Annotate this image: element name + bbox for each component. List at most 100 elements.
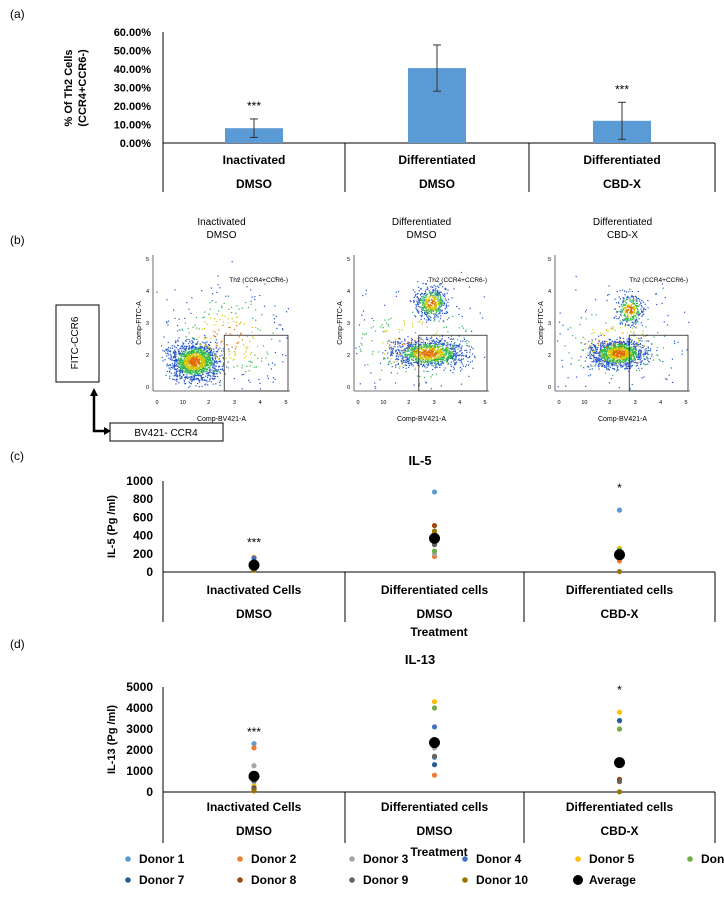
flow-event [442, 357, 444, 359]
flow-event [188, 352, 190, 354]
flow-event [395, 295, 397, 297]
flow-event [204, 351, 206, 353]
flow-event [631, 318, 633, 321]
flow-event [424, 359, 426, 362]
flow-event [626, 358, 628, 360]
flow-event [651, 353, 653, 355]
flow-event [397, 290, 400, 293]
flow-event [603, 347, 606, 350]
flow-event [624, 364, 627, 366]
flow-event [193, 365, 195, 368]
flow-event [185, 369, 187, 371]
flow-event [427, 338, 429, 340]
flow-event [401, 358, 404, 360]
flow-event [425, 307, 427, 309]
flow-event [200, 354, 202, 357]
flow-event [181, 371, 183, 374]
flow-event [431, 292, 433, 294]
flow-event [207, 364, 209, 367]
flow-event [622, 356, 625, 359]
flow-ytick-label: 3 [347, 321, 350, 327]
flow-event [646, 352, 648, 355]
flow-event [649, 358, 651, 360]
flow-event [202, 363, 204, 365]
flow-event [174, 289, 176, 291]
flow-event [417, 348, 419, 351]
flow-event [196, 378, 198, 380]
flow-event [631, 290, 633, 293]
flow-event [446, 292, 448, 294]
flow-event [187, 363, 189, 366]
flow-event [634, 295, 636, 298]
flow-event [400, 352, 402, 354]
flow-event [202, 371, 205, 373]
flow-event [442, 361, 444, 363]
flow-event [392, 349, 394, 352]
flow-event [399, 345, 401, 347]
flow-event [619, 345, 621, 347]
flow-event [422, 350, 424, 352]
flow-event [174, 355, 176, 357]
flow-event [431, 295, 433, 297]
flow-event [219, 372, 221, 374]
flow-event [600, 360, 602, 362]
flow-event [185, 340, 187, 342]
flow-event [598, 340, 600, 342]
flow-event [183, 376, 186, 379]
flow-event [211, 377, 213, 379]
flow-event [629, 364, 631, 366]
flow-event [173, 350, 175, 352]
flow-event [604, 346, 606, 348]
flow-event [180, 367, 183, 370]
flow-event [437, 309, 439, 311]
flow-event [437, 346, 439, 349]
flow-event [644, 353, 646, 356]
flow-event [637, 321, 639, 323]
flow-event [437, 355, 439, 357]
flow-event [600, 348, 602, 350]
flow-event [617, 346, 619, 348]
flow-event [431, 286, 433, 288]
flow-event [627, 348, 629, 350]
flow-event [210, 354, 213, 357]
flow-event [621, 323, 623, 325]
flow-event [426, 293, 428, 295]
flow-event [594, 345, 597, 347]
flow-event [210, 357, 212, 359]
flow-event [221, 368, 224, 370]
flow-event [612, 362, 615, 364]
flow-event [618, 359, 621, 361]
flow-event [190, 342, 193, 345]
flow-event [618, 318, 620, 320]
flow-event [411, 349, 413, 352]
flow-event [621, 353, 623, 355]
flow-event [474, 355, 476, 357]
flow-event [598, 360, 600, 362]
flow-event [192, 361, 194, 363]
flow-event [404, 349, 407, 352]
flow-event [285, 311, 288, 313]
flow-event [422, 355, 424, 357]
flow-event [639, 304, 641, 306]
flow-event [637, 310, 639, 313]
flow-event [426, 293, 429, 295]
flow-event [640, 305, 643, 307]
flow-event [604, 359, 606, 361]
flow-event [644, 349, 646, 351]
flow-event [231, 346, 233, 349]
flow-event [364, 364, 366, 366]
flow-event [392, 342, 395, 344]
flow-event [195, 357, 197, 359]
flow-event [591, 347, 593, 349]
flow-event [180, 377, 182, 379]
flow-event [464, 340, 466, 343]
flow-event [183, 353, 185, 355]
flow-event [625, 291, 627, 293]
flow-event [627, 304, 630, 306]
flow-event [206, 368, 208, 371]
flow-event [618, 296, 620, 298]
flow-event [619, 350, 621, 352]
flow-event [174, 361, 176, 363]
flow-event [432, 286, 434, 288]
flow-event [189, 372, 192, 375]
